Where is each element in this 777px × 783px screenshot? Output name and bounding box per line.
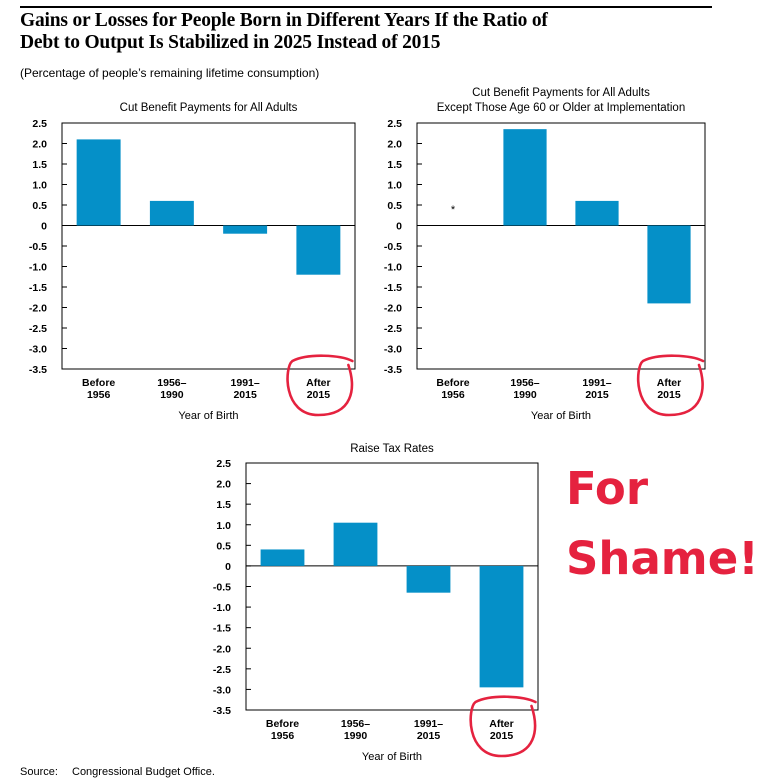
y-tick-label: 1.0 xyxy=(387,180,402,192)
y-tick-label: -2.0 xyxy=(29,303,47,315)
x-axis-title: Year of Birth xyxy=(531,410,591,422)
x-tick-label: 2015 xyxy=(307,389,331,401)
y-tick-label: -0.5 xyxy=(29,241,47,253)
red-circle-annotation xyxy=(286,354,354,417)
bar-1991-2015 xyxy=(575,200,619,226)
x-tick-label: 1956– xyxy=(157,377,186,389)
x-tick-label: 1956 xyxy=(271,730,295,742)
y-tick-label: -0.5 xyxy=(213,582,231,594)
y-tick-label: 0.5 xyxy=(32,200,47,212)
for-shame-line-2: Shame! xyxy=(566,532,759,585)
x-tick-label: 2015 xyxy=(585,389,609,401)
y-tick-label: 2.5 xyxy=(387,118,402,130)
y-tick-label: -2.0 xyxy=(384,303,402,315)
y-tick-label: 2.0 xyxy=(32,139,47,151)
y-tick-label: 1.5 xyxy=(387,159,402,171)
y-tick-label: 0 xyxy=(396,221,402,233)
y-tick-label: -3.0 xyxy=(29,344,47,356)
y-tick-label: 2.5 xyxy=(32,118,47,130)
y-tick-label: -2.5 xyxy=(29,323,47,335)
x-tick-label: 2015 xyxy=(233,389,257,401)
bar-1956-1990 xyxy=(149,200,194,226)
y-tick-label: -3.0 xyxy=(384,344,402,356)
bar-1991-2015 xyxy=(406,565,451,593)
bar-before-1956 xyxy=(260,549,305,566)
y-tick-label: -3.5 xyxy=(213,705,231,717)
x-tick-label: After xyxy=(306,377,331,389)
bar-before-1956 xyxy=(76,139,121,226)
x-tick-label: After xyxy=(657,377,682,389)
y-tick-label: -2.5 xyxy=(384,323,402,335)
y-tick-label: -2.0 xyxy=(213,643,231,655)
source-label: Source: xyxy=(20,766,58,778)
y-tick-label: -1.0 xyxy=(384,262,402,274)
bar-after-2015 xyxy=(296,225,341,275)
chart-title-line: Cut Benefit Payments for All Adults xyxy=(472,87,650,99)
top-rule xyxy=(20,6,712,8)
y-tick-label: -1.5 xyxy=(213,623,231,635)
y-tick-label: -1.0 xyxy=(213,602,231,614)
x-axis-title: Year of Birth xyxy=(178,410,238,422)
y-tick-label: -3.5 xyxy=(29,364,47,376)
y-tick-label: 1.5 xyxy=(32,159,47,171)
chart-title-line: Cut Benefit Payments for All Adults xyxy=(120,102,298,114)
x-tick-label: Before xyxy=(82,377,115,389)
x-tick-label: 1956– xyxy=(510,377,539,389)
x-axis-title: Year of Birth xyxy=(362,751,422,763)
x-tick-label: 1990 xyxy=(513,389,537,401)
x-tick-label: 2015 xyxy=(490,730,514,742)
small-value-marker: * xyxy=(451,204,456,216)
y-tick-label: -1.5 xyxy=(384,282,402,294)
bar-after-2015 xyxy=(479,565,524,688)
for-shame-annotation: For Shame! xyxy=(566,464,759,584)
x-tick-label: 1956 xyxy=(87,389,111,401)
x-tick-label: 1956 xyxy=(441,389,465,401)
bar-after-2015 xyxy=(647,225,691,304)
red-circle-annotation xyxy=(636,354,705,417)
y-tick-label: -3.0 xyxy=(213,684,231,696)
y-tick-label: -1.0 xyxy=(29,262,47,274)
figure-title: Gains or Losses for People Born in Diffe… xyxy=(20,10,720,54)
chart-title-line: Raise Tax Rates xyxy=(350,443,434,455)
figure-title-line-2: Debt to Output Is Stabilized in 2025 Ins… xyxy=(20,32,441,53)
x-tick-label: 1991– xyxy=(414,718,443,730)
figure-title-line-1: Gains or Losses for People Born in Diffe… xyxy=(20,10,548,31)
x-tick-label: 1990 xyxy=(160,389,184,401)
bar-1956-1990 xyxy=(333,522,378,566)
x-tick-label: 2015 xyxy=(417,730,441,742)
chart-title-line: Except Those Age 60 or Older at Implemen… xyxy=(437,102,685,114)
x-tick-label: Before xyxy=(436,377,469,389)
y-tick-label: 1.0 xyxy=(32,180,47,192)
y-tick-label: -2.5 xyxy=(213,664,231,676)
y-tick-label: 2.0 xyxy=(216,479,231,491)
y-tick-label: 0.5 xyxy=(216,540,231,552)
x-tick-label: 1991– xyxy=(231,377,260,389)
x-tick-label: 1956– xyxy=(341,718,370,730)
for-shame-line-1: For xyxy=(566,462,649,515)
bar-1991-2015 xyxy=(223,225,268,234)
x-tick-label: 2015 xyxy=(657,389,681,401)
y-tick-label: -1.5 xyxy=(29,282,47,294)
y-tick-label: 0.5 xyxy=(387,200,402,212)
source-text: Congressional Budget Office. xyxy=(72,766,215,778)
source-note: Source: Congressional Budget Office. xyxy=(20,766,215,778)
y-tick-label: 0 xyxy=(225,561,231,573)
x-tick-label: 1990 xyxy=(344,730,368,742)
figure-subtitle: (Percentage of people’s remaining lifeti… xyxy=(20,66,320,80)
y-tick-label: 1.0 xyxy=(216,520,231,532)
x-tick-label: Before xyxy=(266,718,299,730)
y-tick-label: -3.5 xyxy=(384,364,402,376)
y-tick-label: 0 xyxy=(41,221,47,233)
y-tick-label: -0.5 xyxy=(384,241,402,253)
x-tick-label: After xyxy=(489,718,514,730)
x-tick-label: 1991– xyxy=(582,377,611,389)
bar-1956-1990 xyxy=(503,129,547,226)
y-tick-label: 1.5 xyxy=(216,499,231,511)
y-tick-label: 2.0 xyxy=(387,139,402,151)
y-tick-label: 2.5 xyxy=(216,458,231,470)
red-circle-annotation xyxy=(469,695,537,758)
